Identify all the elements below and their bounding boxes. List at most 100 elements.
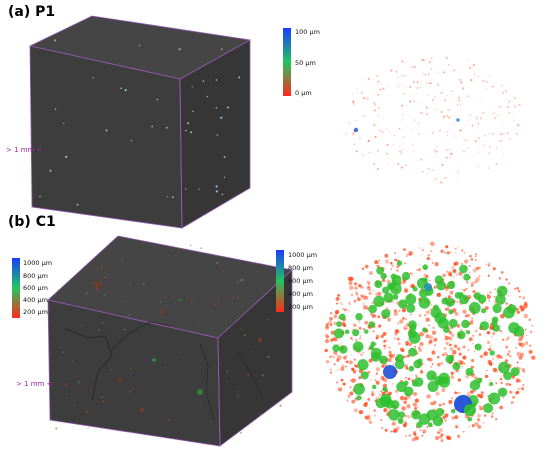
pore [491,412,494,415]
pore [455,426,458,429]
pore [391,264,394,267]
pore [381,83,383,85]
colorbar-b-left-tick: 800 μm [23,272,48,280]
pore [364,264,369,269]
pore [456,180,458,182]
pore [459,104,461,106]
pore [368,151,371,154]
cube-speck [166,126,168,129]
pore [474,140,477,143]
pore [374,280,383,289]
pore [374,90,376,92]
pore [495,418,498,421]
pore [404,355,407,359]
cube-speck [142,283,145,286]
pore [458,114,460,116]
cube-speck [76,203,79,206]
pore [504,359,509,363]
pore [496,285,508,297]
pore [391,279,398,286]
pore [523,371,526,374]
pore [408,85,412,89]
pore [487,274,490,277]
cube-speck [77,381,80,384]
pore [489,381,494,387]
pore [396,260,403,266]
pore [509,390,513,394]
pore [477,425,482,429]
pore [355,150,358,153]
panel-a-scale-bar-label: > 1 mm < [6,146,43,154]
pore [429,341,431,343]
pore [448,116,451,119]
pore [505,338,508,341]
pore [471,359,475,363]
pore [443,326,450,334]
pore [445,56,448,59]
pore [429,308,432,311]
cube-speck [156,98,159,101]
pore [500,314,505,319]
pore [353,383,365,395]
pore [446,94,448,96]
cube-speck [130,140,133,142]
pore [434,344,436,347]
inclusion [152,358,156,362]
pore [383,391,386,394]
pore [503,306,515,319]
pore [404,262,406,265]
pore [507,294,510,297]
pore [353,143,356,146]
pore [524,328,527,331]
pore [430,366,432,368]
pore [529,330,533,334]
pore [390,268,393,270]
pore [403,287,408,292]
pore [370,379,372,381]
pore [401,272,411,281]
cube-speck [110,368,113,371]
pore [460,81,463,84]
pore [475,116,477,118]
pore [419,86,421,89]
pore [446,354,448,356]
cube-speck [172,295,175,298]
cube-speck [159,301,162,304]
pore [464,404,476,416]
pore [475,117,478,120]
pore [519,379,522,382]
pore [531,355,536,360]
pore [354,398,356,400]
cube-speck [92,77,95,79]
pore [388,409,400,421]
pore [375,380,380,385]
pore [339,345,348,354]
pore [374,379,377,382]
colorbar-a-tick: 100 μm [295,28,320,36]
pore [381,278,386,283]
pore [434,96,436,98]
cube-speck [120,87,122,90]
pore [357,359,369,371]
cube-speck [237,394,239,397]
pore [432,415,444,427]
cube-speck [190,299,193,303]
pore [384,259,389,264]
pore [402,113,405,116]
pore [374,135,377,138]
pore [462,430,465,433]
pore [499,325,502,328]
cube-speck [200,400,202,402]
cube-speck [228,400,230,402]
pore [440,361,444,365]
pore [377,114,380,117]
pore [461,249,464,252]
pore [432,340,434,342]
pore [409,100,412,103]
pore [337,293,341,297]
cube-speck [213,420,215,422]
cube-speck [216,261,219,265]
pore [364,416,368,419]
pore [422,264,429,270]
pore [358,284,361,288]
